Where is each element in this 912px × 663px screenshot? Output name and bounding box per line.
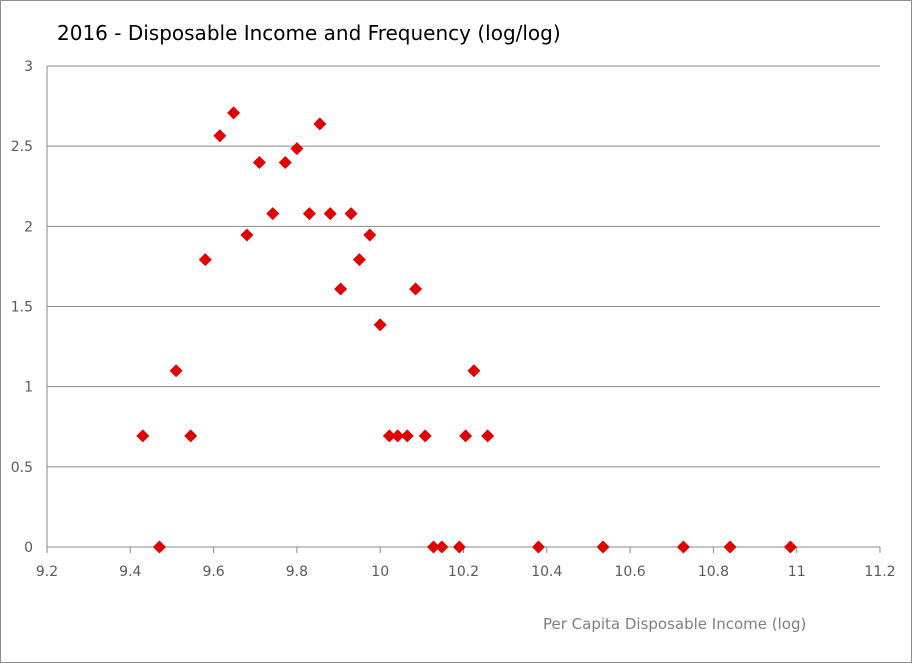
data-point bbox=[184, 429, 198, 443]
data-point bbox=[400, 429, 414, 443]
data-point bbox=[198, 253, 212, 267]
x-tick-label: 10 bbox=[371, 564, 389, 580]
data-point bbox=[169, 364, 183, 378]
data-point bbox=[452, 540, 466, 554]
y-tick-label: 0 bbox=[24, 540, 33, 556]
data-point bbox=[676, 540, 690, 554]
data-point bbox=[418, 429, 432, 443]
y-tick-label: 1.5 bbox=[11, 300, 33, 316]
data-point bbox=[302, 207, 316, 221]
y-tick-label: 2 bbox=[24, 219, 33, 235]
data-point bbox=[531, 540, 545, 554]
x-tick-label: 9.6 bbox=[202, 564, 224, 580]
data-point bbox=[409, 282, 423, 296]
data-point bbox=[459, 429, 473, 443]
data-point bbox=[252, 156, 266, 170]
x-tick-label: 10.2 bbox=[448, 564, 479, 580]
data-point bbox=[363, 228, 377, 242]
data-point bbox=[352, 253, 366, 267]
y-tick-label: 3 bbox=[24, 59, 33, 75]
data-point bbox=[783, 540, 797, 554]
x-tick-label: 10.6 bbox=[615, 564, 646, 580]
data-point bbox=[723, 540, 737, 554]
x-tick-label: 11 bbox=[788, 564, 806, 580]
x-tick-label: 11.2 bbox=[864, 564, 895, 580]
y-tick-label: 2.5 bbox=[11, 139, 33, 155]
data-point bbox=[313, 117, 327, 131]
chart-title: 2016 - Disposable Income and Frequency (… bbox=[57, 21, 561, 45]
data-point bbox=[596, 540, 610, 554]
data-point bbox=[278, 156, 292, 170]
y-tick-label: 1 bbox=[24, 380, 33, 396]
data-point bbox=[334, 282, 348, 296]
y-tick-label: 0.5 bbox=[11, 460, 33, 476]
data-point bbox=[373, 318, 387, 332]
data-point bbox=[344, 207, 358, 221]
data-point bbox=[227, 106, 241, 120]
x-tick-label: 9.2 bbox=[36, 564, 58, 580]
data-point bbox=[240, 228, 254, 242]
x-tick-label: 10.8 bbox=[698, 564, 729, 580]
data-point bbox=[391, 429, 405, 443]
data-point bbox=[323, 207, 337, 221]
data-point bbox=[213, 129, 227, 143]
data-point bbox=[467, 364, 481, 378]
data-point bbox=[382, 429, 396, 443]
data-point bbox=[290, 142, 304, 156]
data-point bbox=[136, 429, 150, 443]
x-axis-label: Per Capita Disposable Income (log) bbox=[543, 615, 807, 633]
x-tick-label: 10.4 bbox=[531, 564, 562, 580]
data-point bbox=[266, 207, 280, 221]
data-point bbox=[152, 540, 166, 554]
x-tick-label: 9.8 bbox=[286, 564, 308, 580]
data-point bbox=[427, 540, 441, 554]
x-tick-label: 9.4 bbox=[119, 564, 141, 580]
data-point bbox=[435, 540, 449, 554]
data-point bbox=[481, 429, 495, 443]
